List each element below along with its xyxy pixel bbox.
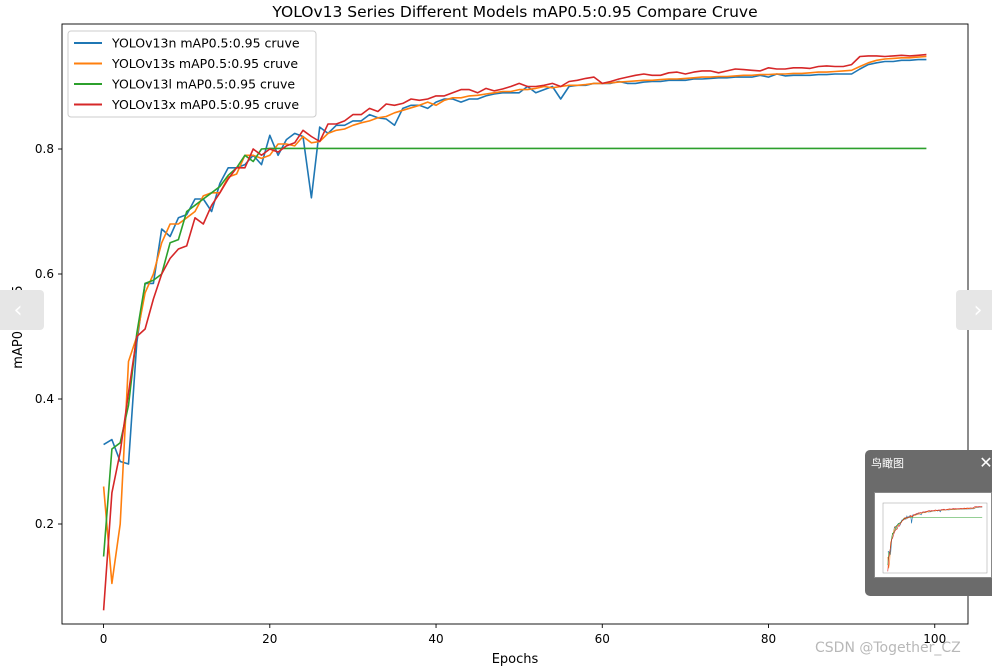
legend-entry: YOLOv13x mAP0.5:0.95 cruve bbox=[111, 97, 299, 112]
y-tick-label: 0.6 bbox=[35, 267, 54, 281]
watermark: CSDN @Together_CZ bbox=[815, 640, 961, 656]
series-line-3 bbox=[102, 147, 927, 557]
thumbnail-series-line-2 bbox=[887, 506, 983, 569]
plot-lines bbox=[102, 53, 927, 611]
series-line-1 bbox=[103, 58, 927, 465]
y-tick-label: 0.8 bbox=[35, 142, 54, 156]
x-tick-label: 40 bbox=[428, 632, 443, 646]
chevron-left-icon: ‹ bbox=[13, 297, 23, 323]
chart-title: YOLOv13 Series Different Models mAP0.5:0… bbox=[271, 3, 757, 21]
thumbnail-frame bbox=[882, 502, 988, 574]
thumbnail-series-line-4 bbox=[887, 506, 983, 572]
legend: YOLOv13n mAP0.5:0.95 cruve YOLOv13s mAP0.… bbox=[67, 30, 317, 118]
birdseye-title: 鸟瞰图 bbox=[871, 457, 904, 470]
legend-entry: YOLOv13l mAP0.5:0.95 cruve bbox=[111, 77, 295, 92]
y-axis-ticks: 0.2 0.4 0.6 0.8 bbox=[35, 142, 62, 531]
close-icon[interactable]: ✕ bbox=[979, 452, 992, 472]
x-axis-ticks: 0 20 40 60 80 100 bbox=[100, 624, 946, 646]
birdseye-thumbnail[interactable] bbox=[874, 492, 992, 578]
x-tick-label: 0 bbox=[100, 632, 108, 646]
x-tick-label: 80 bbox=[761, 632, 776, 646]
y-tick-label: 0.4 bbox=[35, 392, 54, 406]
birdseye-panel: 鸟瞰图 ✕ bbox=[865, 450, 992, 596]
x-axis-label: Epochs bbox=[492, 652, 539, 666]
x-tick-label: 60 bbox=[595, 632, 610, 646]
x-tick-label: 20 bbox=[262, 632, 277, 646]
thumbnail-series-line-3 bbox=[887, 517, 983, 566]
thumbnail-chart bbox=[882, 502, 988, 574]
legend-box bbox=[67, 30, 317, 118]
y-tick-label: 0.2 bbox=[35, 517, 54, 531]
prev-image-button[interactable]: ‹ bbox=[0, 290, 44, 330]
legend-entry: YOLOv13n mAP0.5:0.95 cruve bbox=[111, 36, 300, 51]
thumbnail-series-line-1 bbox=[887, 506, 983, 555]
next-image-button[interactable]: › bbox=[956, 290, 992, 330]
chevron-right-icon: › bbox=[973, 297, 983, 323]
legend-entry: YOLOv13s mAP0.5:0.95 cruve bbox=[111, 56, 298, 71]
series-line-4 bbox=[102, 53, 927, 611]
x-tick-label: 100 bbox=[923, 632, 946, 646]
series-line-2 bbox=[102, 55, 927, 585]
